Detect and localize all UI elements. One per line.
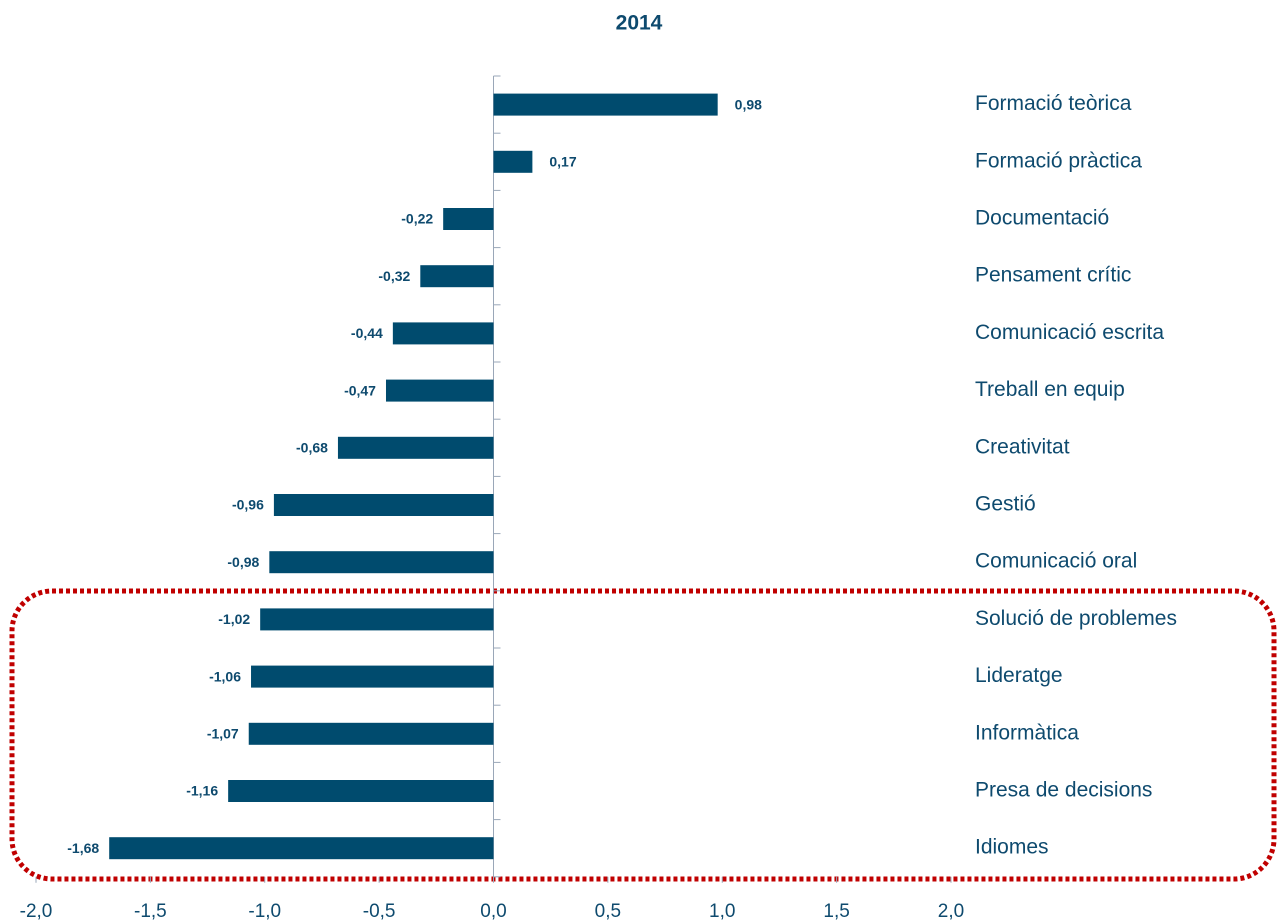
category-label: Creativitat — [975, 435, 1070, 458]
value-label: -1,02 — [218, 611, 250, 627]
bar — [443, 208, 494, 230]
bar — [251, 665, 494, 688]
category-label: Pensament crític — [975, 264, 1131, 287]
x-tick-label: -1,0 — [248, 901, 281, 922]
bar — [337, 436, 494, 459]
chart-title: 2014 — [616, 12, 663, 35]
category-label: Formació teòrica — [975, 92, 1132, 115]
bar — [269, 551, 494, 574]
x-tick-label: 0,0 — [480, 901, 506, 922]
category-label: Idiomes — [975, 836, 1049, 859]
category-label: Informàtica — [975, 721, 1079, 744]
bar — [228, 780, 494, 802]
x-tick-label: -2,0 — [20, 901, 53, 922]
bar — [109, 837, 494, 860]
value-label: -0,47 — [344, 382, 376, 398]
bar — [273, 494, 494, 516]
x-tick-label: 1,5 — [823, 901, 849, 922]
value-label: -1,68 — [67, 840, 99, 856]
x-tick-label: -1,5 — [134, 901, 167, 922]
value-label: -0,22 — [401, 211, 433, 227]
category-label: Presa de decisions — [975, 779, 1152, 802]
x-tick-label: 0,5 — [595, 901, 621, 922]
highlight-box — [9, 588, 1277, 882]
bar — [493, 150, 533, 173]
category-label: Comunicació oral — [975, 550, 1137, 573]
x-tick-label: 1,0 — [709, 901, 735, 922]
value-label: 0,17 — [549, 154, 576, 170]
value-label: -0,32 — [378, 268, 410, 284]
value-label: -0,68 — [296, 440, 328, 456]
bar — [420, 265, 494, 288]
value-label: -1,16 — [186, 783, 218, 799]
value-label: 0,98 — [735, 96, 762, 112]
x-tick-label: 2,0 — [938, 901, 964, 922]
category-label: Gestió — [975, 493, 1036, 516]
value-label: -0,96 — [232, 497, 264, 513]
category-label: Lideratge — [975, 664, 1063, 687]
category-label: Formació pràctica — [975, 149, 1142, 172]
bar — [260, 608, 494, 631]
category-label: Solució de problemes — [975, 607, 1177, 630]
bar — [392, 322, 494, 345]
category-label: Documentació — [975, 207, 1109, 230]
value-label: -1,06 — [209, 668, 241, 684]
x-tick-label: -0,5 — [363, 901, 396, 922]
category-label: Comunicació escrita — [975, 321, 1164, 344]
bar — [385, 379, 494, 402]
value-label: -0,44 — [351, 325, 383, 341]
bar — [493, 93, 718, 116]
bar — [248, 722, 494, 745]
value-label: -0,98 — [227, 554, 259, 570]
value-label: -1,07 — [207, 726, 239, 742]
category-label: Treball en equip — [975, 378, 1125, 401]
